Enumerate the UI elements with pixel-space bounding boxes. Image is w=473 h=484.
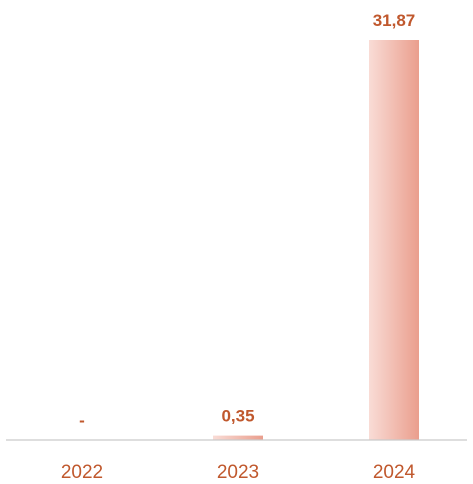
value-label-2024: 31,87: [373, 11, 416, 30]
x-tick-labels-layer: 2022 2023 2024: [61, 462, 416, 483]
bar-2023: [213, 435, 263, 440]
bars-layer: [213, 40, 419, 440]
value-label-2023: 0,35: [221, 407, 254, 426]
bar-2024: [369, 40, 419, 440]
x-tick-label-2022: 2022: [61, 462, 103, 483]
value-label-2022: -: [79, 411, 85, 430]
value-labels-layer: - 0,35 31,87: [79, 11, 415, 430]
x-tick-label-2023: 2023: [217, 462, 259, 483]
x-tick-label-2024: 2024: [373, 462, 416, 483]
